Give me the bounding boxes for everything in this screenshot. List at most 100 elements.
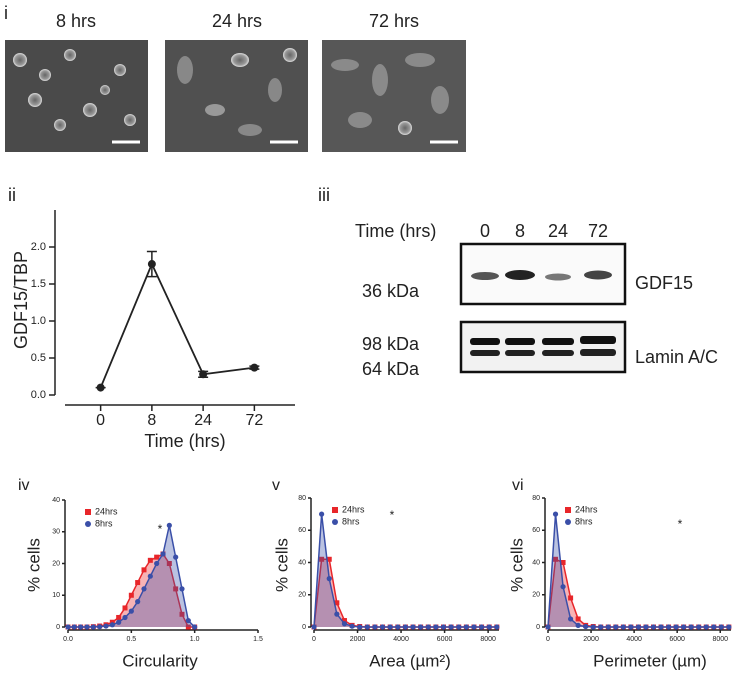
x-tick-label: 6000 (437, 636, 453, 643)
point (613, 624, 619, 630)
point (650, 624, 657, 630)
point (560, 560, 566, 565)
point (560, 584, 566, 590)
micrograph (5, 40, 148, 152)
x-tick-label: 72 (245, 412, 263, 429)
y-tick-label: 20 (532, 592, 540, 599)
point (553, 556, 559, 562)
point (166, 522, 172, 529)
point (250, 363, 259, 372)
point (179, 611, 185, 617)
x-axis-label: Time (hrs) (144, 431, 225, 451)
point (681, 624, 687, 630)
y-tick-label: 20 (52, 560, 60, 567)
point (410, 624, 416, 630)
point (545, 624, 551, 630)
x-tick-label: 4000 (393, 636, 409, 643)
annotation: * (158, 522, 163, 536)
line (313, 514, 497, 628)
legend-marker (85, 509, 91, 515)
legend-marker (565, 519, 571, 525)
point (334, 600, 340, 606)
legend-marker (332, 507, 338, 513)
mw-marker: 98 kDa (362, 334, 420, 354)
point (486, 624, 492, 630)
point (688, 624, 694, 630)
area (314, 514, 497, 627)
point (97, 624, 103, 630)
point (387, 624, 393, 630)
point (658, 624, 664, 630)
point (179, 586, 185, 592)
point (116, 619, 122, 625)
point (718, 624, 724, 630)
x-axis-label: Perimeter (µm) (593, 651, 707, 670)
point (456, 624, 462, 630)
point (122, 605, 128, 611)
point (109, 622, 115, 628)
x-tick-label: 8 (147, 412, 156, 429)
y-tick-label: 40 (532, 559, 540, 566)
x-tick-label: 8000 (480, 636, 496, 643)
point (166, 561, 172, 566)
point (84, 624, 90, 630)
point (628, 624, 634, 630)
lane-label: 8 (515, 221, 525, 241)
mw-marker: 36 kDa (362, 281, 420, 301)
point (463, 624, 469, 630)
x-tick-label: 0 (312, 636, 316, 643)
point (71, 624, 77, 630)
y-tick-label: 0 (302, 624, 306, 631)
point (128, 592, 134, 598)
y-tick-label: 80 (298, 495, 306, 502)
legend-label: 24hrs (95, 506, 118, 516)
point (583, 623, 589, 630)
legend-marker (85, 521, 91, 527)
y-tick-label: 40 (52, 497, 60, 504)
panel-label: iii (318, 185, 330, 205)
panel-label: iv (18, 477, 30, 494)
area (548, 514, 729, 627)
point (192, 624, 198, 630)
point (185, 618, 191, 624)
point (635, 624, 642, 630)
y-tick-label: 80 (532, 495, 540, 502)
panel-label: i (4, 3, 8, 23)
point (494, 624, 500, 630)
point (349, 623, 355, 629)
y-tick-label: 0.5 (31, 352, 46, 364)
point (135, 580, 141, 586)
point (147, 573, 153, 579)
point (141, 586, 147, 592)
image-label: 24 hrs (212, 11, 262, 31)
point (590, 624, 596, 630)
point (326, 556, 332, 562)
point (341, 621, 348, 627)
point (141, 567, 147, 573)
legend-marker (332, 519, 338, 525)
point (326, 576, 332, 582)
lane-label: 0 (480, 221, 490, 241)
point (154, 560, 160, 567)
point (364, 624, 370, 630)
point (575, 622, 581, 628)
point (643, 624, 649, 630)
legend-label: 24hrs (342, 504, 365, 514)
y-tick-label: 1.0 (31, 315, 46, 327)
y-tick-label: 10 (52, 592, 60, 599)
point (726, 624, 732, 630)
micrograph (165, 40, 308, 152)
x-tick-label: 0.0 (63, 636, 73, 643)
point (440, 624, 447, 630)
y-tick-label: 2.0 (31, 241, 46, 253)
panel-label: vi (512, 477, 524, 494)
point (395, 624, 401, 630)
y-tick-label: 1.5 (31, 278, 46, 290)
legend-marker (565, 507, 571, 513)
y-tick-label: 0.0 (31, 389, 46, 401)
point (199, 370, 208, 379)
y-tick-label: 0 (56, 624, 60, 631)
area (548, 559, 729, 627)
y-axis-label: % cells (272, 538, 291, 592)
point (319, 556, 325, 562)
